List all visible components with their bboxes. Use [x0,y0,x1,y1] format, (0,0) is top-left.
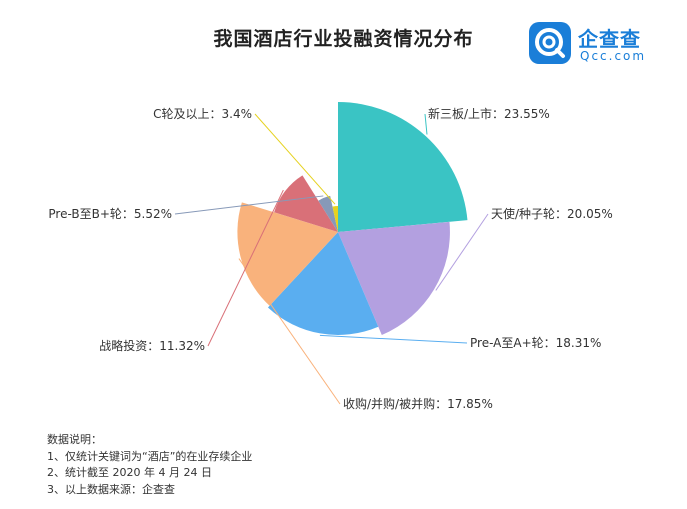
rose-slice [237,202,338,306]
notes-heading: 数据说明： [47,433,102,446]
slice-label: 收购/并购/被并购：17.85% [343,396,493,411]
slice-label: Pre-A至A+轮：18.31% [470,336,601,350]
slice-label: 天使/种子轮：20.05% [491,206,613,221]
notes-line-2: 2、统计截至 2020 年 4 月 24 日 [47,466,212,479]
rose-slice [338,221,450,336]
leader-line [319,334,468,344]
rose-slice [318,195,338,232]
leader-line [424,113,428,135]
brand-logo: 企查查 Qcc.com [528,21,668,69]
rose-slice [338,102,468,232]
rose-slice [267,232,379,335]
leader-line [174,195,324,215]
rose-slice [274,175,338,232]
qcc-logo-icon [529,22,571,64]
rose-slice [332,206,338,232]
brand-name: 企查查 [578,27,641,51]
leader-line [238,258,341,405]
slice-label: 战略投资：11.32% [99,338,205,353]
notes-line-1: 1、仅统计关键词为“酒店”的在业存续企业 [47,449,253,463]
slice-label: Pre-B至B+轮：5.52% [48,207,172,221]
notes-line-3: 3、以上数据来源：企查查 [47,482,175,496]
leader-line [207,189,284,347]
slice-label: C轮及以上：3.4% [153,107,252,121]
slice-label: 新三板/上市：23.55% [428,106,550,121]
leader-line [435,213,489,291]
brand-domain: Qcc.com [580,49,647,63]
chart-title: 我国酒店行业投融资情况分布 [213,28,474,50]
data-notes: 数据说明： 1、仅统计关键词为“酒店”的在业存续企业 2、统计截至 2020 年… [47,432,252,498]
leader-line [254,113,336,205]
